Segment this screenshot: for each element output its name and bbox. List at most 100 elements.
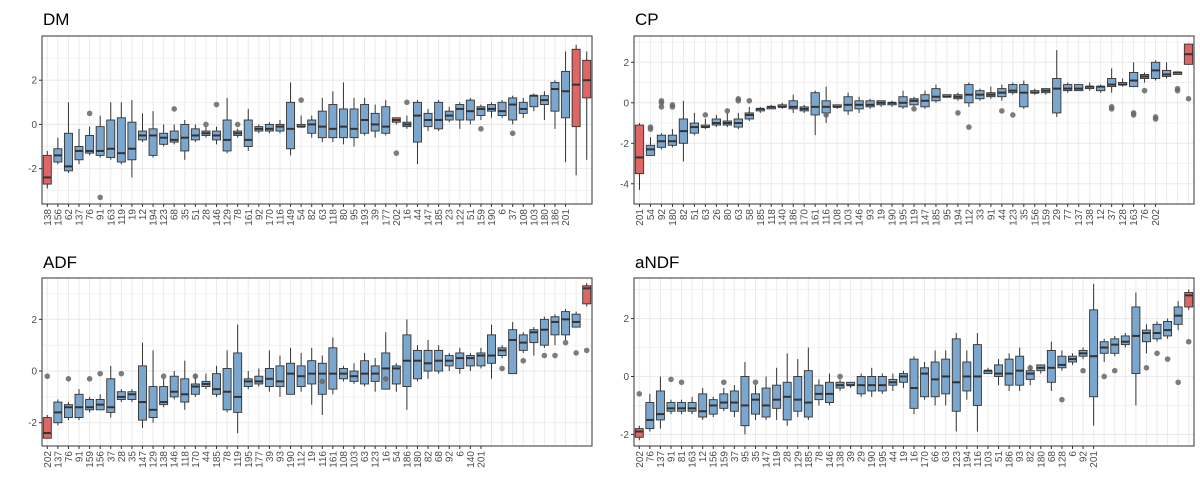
y-tick-label: 2 [623,58,629,69]
box-129 [148,350,158,423]
box-49 [1152,321,1162,357]
box-78 [233,121,243,138]
box-49 [1172,71,1183,94]
box-93 [865,98,875,109]
box-123 [1008,82,1018,118]
box-28 [116,370,126,403]
box-54 [296,97,306,128]
box-116 [821,86,831,124]
box-159 [719,379,729,412]
x-tick-label: 177 [381,209,392,226]
box-161 [810,90,820,136]
box-body [719,393,729,409]
x-tick-label: 140 [466,451,477,468]
outlier-point [234,121,241,128]
box-body [645,144,656,156]
box-48 [1141,324,1151,371]
outlier-point [382,376,389,382]
x-tick-label: 123 [952,451,963,468]
x-tick-label: 16 [402,209,413,221]
x-tick-label: 201 [635,209,646,226]
box-body [751,393,760,415]
box-12 [138,113,147,143]
x-tick-label: 91 [96,209,107,221]
box-body [1152,323,1162,340]
x-tick-label: 80 [339,209,350,221]
box-body [1141,329,1151,343]
x-tick-label: 44 [888,451,899,463]
outlier-point [509,130,516,137]
box-body [1131,306,1141,375]
box-194 [953,92,963,116]
x-tick-label: 78 [814,451,825,463]
box-body [127,121,137,161]
box-156 [53,137,63,165]
x-tick-label: 112 [297,451,308,467]
x-tick-label: 118 [767,209,778,225]
x-tick-label: 63 [360,451,371,463]
box-body [307,360,317,385]
box-body [964,84,974,104]
x-tick-label: 147 [920,209,931,226]
x-tick-label: 159 [476,209,487,226]
box-177 [254,368,264,387]
x-tick-label: 180 [1036,451,1047,468]
box-51 [465,97,475,125]
box-37 [106,365,116,418]
box-body [264,123,274,132]
box-119 [116,102,126,165]
box-170 [920,362,930,400]
box-95 [740,362,750,435]
box-170 [264,122,274,134]
x-tick-label: 26 [712,209,723,221]
x-tick-label: 92 [657,209,668,221]
x-tick-label: 63 [318,209,329,221]
x-tick-label: 161 [244,209,255,226]
x-tick-label: 29 [1052,209,1063,221]
box-82 [307,115,317,138]
box-body [518,101,528,114]
box-body [413,101,422,143]
y-tick-label: 0 [623,98,629,109]
x-tick-label: 146 [825,451,836,468]
box-47 [1131,292,1141,406]
box-48 [1161,62,1172,79]
x-tick-label: 95 [350,209,361,221]
x-tick-label: 63 [941,451,952,463]
box-body [74,146,84,161]
box-68 [169,106,179,145]
outlier-point [702,112,709,118]
x-tick-label: 28 [117,451,128,463]
x-tick-label: 82 [307,209,318,221]
box-33 [975,88,985,101]
box-body [825,381,834,404]
outlier-point [823,112,829,118]
box-195 [877,373,887,394]
outlier-point [1175,379,1181,386]
x-tick-label: 138 [159,451,170,468]
outlier-point [1080,367,1086,374]
y-tick-label: -2 [620,139,629,150]
box-body [931,88,941,102]
box-body [994,364,1003,377]
box-91 [74,389,84,421]
box-body [814,384,824,401]
x-tick-label: 123 [371,451,382,468]
box-170 [799,104,809,113]
x-tick-label: 186 [789,209,800,226]
box-6 [1068,353,1077,365]
box-123 [370,358,380,392]
box-body [698,393,708,418]
box-body [159,132,169,145]
box-118 [766,104,776,110]
box-body [169,130,179,143]
box-185 [434,100,444,132]
outlier-point [393,150,400,156]
box-159 [476,104,486,132]
box-123 [951,333,961,432]
x-tick-label: 68 [434,451,445,463]
x-tick-label: 16 [381,451,392,463]
box-103 [349,363,359,384]
x-tick-label: 92 [445,451,456,463]
box-116 [275,120,285,134]
